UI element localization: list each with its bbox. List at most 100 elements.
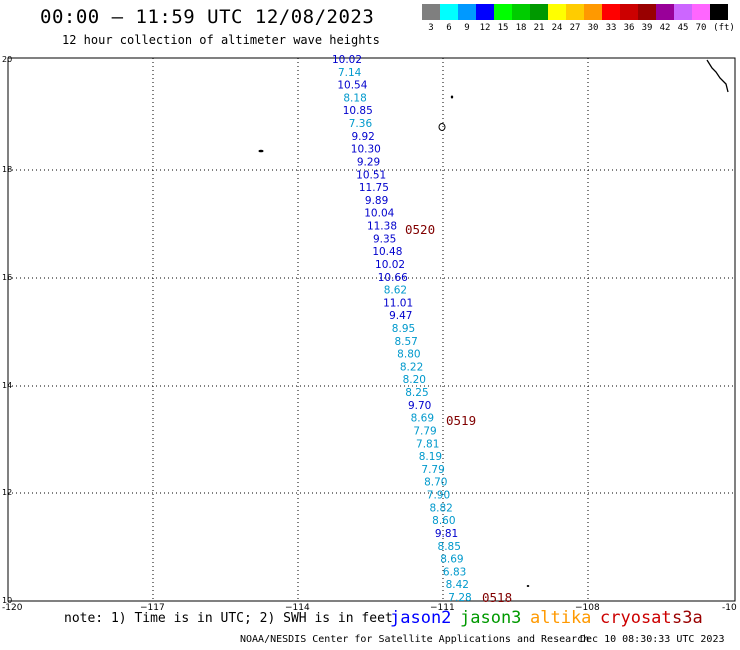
generation-timestamp: Dec 10 08:30:33 UTC 2023 <box>580 634 725 645</box>
track-value: 8.82 <box>429 502 452 514</box>
track-value: 8.42 <box>446 579 469 591</box>
scale-swatch <box>656 4 674 20</box>
scale-swatch <box>458 4 476 20</box>
scale-unit: (ft) <box>713 23 735 33</box>
track-value: 10.48 <box>372 246 402 258</box>
scale-swatch <box>440 4 458 20</box>
scale-label: 70 <box>695 23 707 33</box>
track-value: 7.79 <box>421 464 444 476</box>
time-label: 0520 <box>405 222 435 237</box>
island <box>258 149 264 153</box>
time-label: 0519 <box>446 413 476 428</box>
scale-swatch <box>710 4 728 20</box>
mission-jason2: jason2 <box>390 608 452 628</box>
longitude-label: −117 <box>140 603 165 613</box>
scale-swatch <box>584 4 602 20</box>
scale-label: 39 <box>641 23 653 33</box>
track-value: 9.81 <box>435 528 458 540</box>
longitude-label: -10 <box>722 603 737 613</box>
track-value: 9.70 <box>408 400 431 412</box>
longitude-label: −114 <box>285 603 310 613</box>
track-value: 11.75 <box>359 182 389 194</box>
scale-label: 12 <box>479 23 491 33</box>
track-value: 8.69 <box>440 554 463 566</box>
scale-swatch <box>638 4 656 20</box>
track-value: 8.57 <box>394 336 417 348</box>
scale-swatch <box>602 4 620 20</box>
latitude-label: 12 <box>2 488 12 497</box>
track-value: 9.89 <box>365 195 388 207</box>
coastline <box>706 59 729 93</box>
scale-label: 24 <box>551 23 563 33</box>
track-value: 7.90 <box>427 490 450 502</box>
mission-jason3: jason3 <box>460 608 522 628</box>
track-value: 8.22 <box>400 361 423 373</box>
track-value: 10.51 <box>356 169 386 181</box>
track-value: 7.14 <box>338 67 362 79</box>
longitude-label: -120 <box>2 603 23 613</box>
scale-label: 30 <box>587 23 599 33</box>
map-frame <box>7 57 736 602</box>
scale-swatch <box>476 4 494 20</box>
track-value: 8.18 <box>343 92 366 104</box>
scale-label: 33 <box>605 23 617 33</box>
scale-swatch <box>422 4 440 20</box>
track-value: 10.30 <box>351 144 381 156</box>
track-value: 10.54 <box>337 80 367 92</box>
track-value: 8.60 <box>432 515 455 527</box>
island <box>450 95 454 99</box>
track-value: 8.85 <box>438 541 461 553</box>
scale-label: 3 <box>428 23 434 33</box>
scale-label: 27 <box>569 23 581 33</box>
scale-label: 21 <box>533 23 545 33</box>
map-subtitle: 12 hour collection of altimeter wave hei… <box>62 33 380 47</box>
track-value: 10.02 <box>332 54 362 66</box>
track-value: 10.85 <box>343 105 373 117</box>
track-value: 8.95 <box>392 323 415 335</box>
scale-swatch <box>620 4 638 20</box>
longitude-label: −108 <box>575 603 600 613</box>
track-value: 8.20 <box>403 374 426 386</box>
scale-swatch <box>566 4 584 20</box>
track-value: 7.36 <box>349 118 373 130</box>
latitude-label: 10 <box>2 596 12 605</box>
track-value: 8.62 <box>384 285 407 297</box>
track-value: 8.70 <box>424 477 447 489</box>
credit-line: NOAA/NESDIS Center for Satellite Applica… <box>240 634 590 645</box>
map-title: 00:00 – 11:59 UTC 12/08/2023 <box>40 6 375 28</box>
track-value: 10.02 <box>375 259 405 271</box>
track-value: 7.81 <box>416 438 439 450</box>
track-value: 9.35 <box>373 233 396 245</box>
scale-label: 6 <box>446 23 452 33</box>
time-label: 0518 <box>482 590 512 605</box>
track-value: 10.66 <box>378 272 408 284</box>
scale-swatch <box>692 4 710 20</box>
scale-label: 45 <box>677 23 689 33</box>
track-value: 11.01 <box>383 297 413 309</box>
track-value: 8.25 <box>405 387 428 399</box>
track-value: 7.79 <box>413 425 436 437</box>
track-value: 8.19 <box>419 451 442 463</box>
scale-swatch <box>494 4 512 20</box>
scale-label: 15 <box>497 23 509 33</box>
scale-swatch <box>530 4 548 20</box>
scale-swatch <box>674 4 692 20</box>
track-value: 9.29 <box>357 156 380 168</box>
track-value: 8.69 <box>411 413 434 425</box>
latitude-label: 18 <box>2 165 12 174</box>
track-value: 6.83 <box>443 566 466 578</box>
latitude-label: 14 <box>2 381 12 390</box>
latitude-label: 16 <box>2 273 12 282</box>
track-value: 9.92 <box>351 131 374 143</box>
scale-label: 36 <box>623 23 635 33</box>
track-value: 8.80 <box>397 349 420 361</box>
track-value: 7.28 <box>448 592 471 604</box>
scale-swatch <box>548 4 566 20</box>
scale-label: 18 <box>515 23 527 33</box>
track-value: 10.04 <box>364 208 394 220</box>
mission-s3a: s3a <box>672 608 703 628</box>
mission-cryosat: cryosat <box>600 608 672 628</box>
track-value: 11.38 <box>367 221 397 233</box>
scale-label: 42 <box>659 23 671 33</box>
